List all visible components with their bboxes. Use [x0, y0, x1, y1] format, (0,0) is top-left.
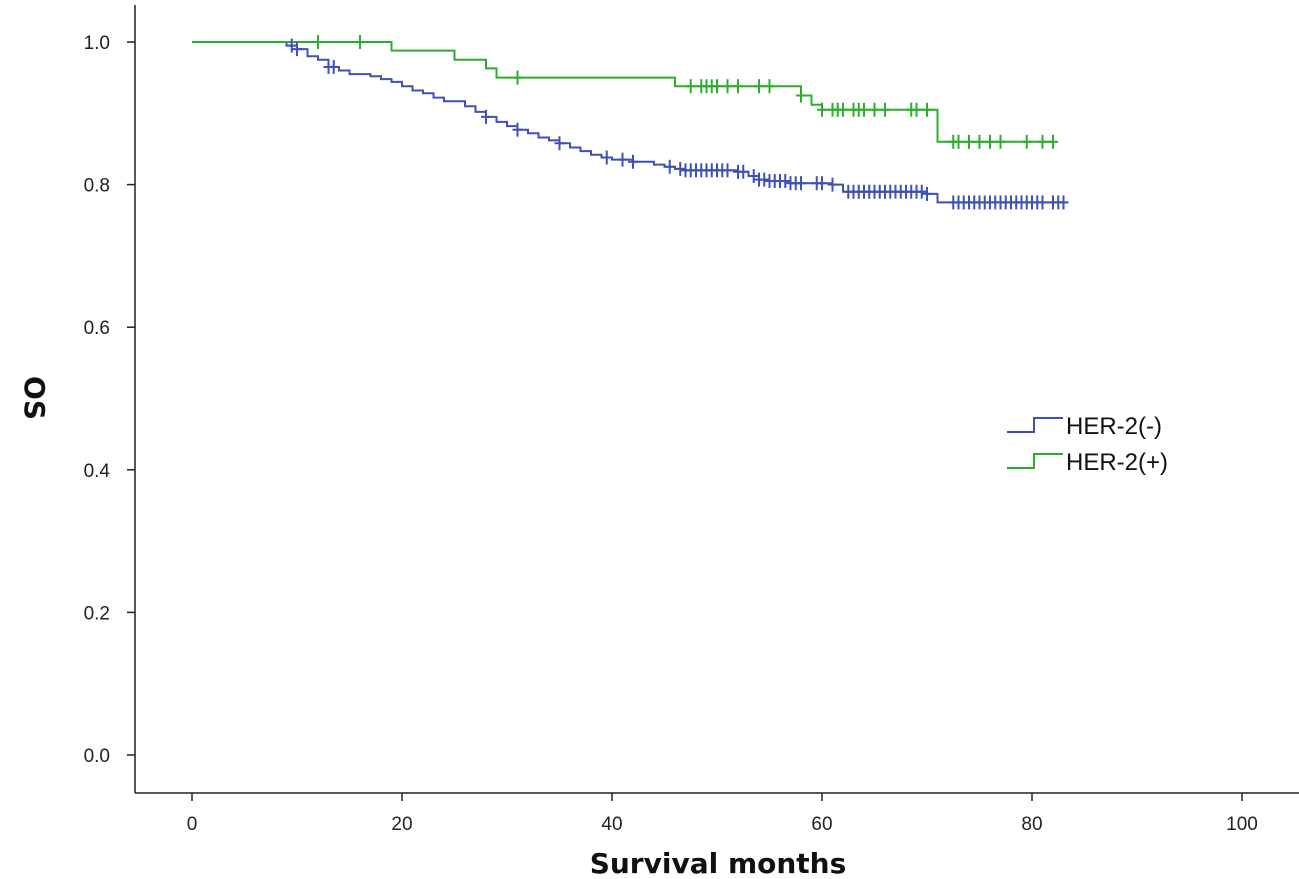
censor-mark-her-2	[953, 134, 964, 149]
censor-mark-her-2	[869, 102, 880, 117]
censor-mark-her-2	[916, 184, 927, 199]
censor-mark-her-2	[481, 109, 491, 124]
censor-mark-her-2	[748, 169, 759, 184]
censor-mark-her-2	[328, 59, 339, 74]
censor-mark-her-2	[1037, 195, 1048, 210]
censor-mark-her-2	[286, 38, 297, 53]
x-tick-label: 0	[187, 814, 198, 835]
censor-mark-her-2	[738, 164, 749, 179]
y-ticks: 0.0 0.2 0.4 0.6 0.8 1.0	[84, 33, 135, 767]
y-tick-label: 0.2	[84, 603, 110, 624]
censor-mark-her-2	[817, 102, 827, 117]
censor-mark-her-2	[722, 163, 733, 178]
x-tick-label: 80	[1021, 814, 1042, 835]
x-tick-label: 100	[1226, 814, 1258, 835]
censor-mark-her-2	[313, 35, 323, 49]
censor-mark-her-2	[796, 88, 806, 103]
censor-mark-her-2	[838, 102, 848, 117]
x-tick-label: 60	[811, 814, 832, 835]
censor-mark-her-2	[617, 152, 628, 167]
censor-mark-her-2	[922, 186, 932, 201]
x-ticks: 0 20 40 60 80 100	[187, 793, 1258, 835]
censor-mark-her-2	[685, 79, 696, 94]
censor-marks	[286, 35, 1069, 210]
censor-mark-her-2	[780, 174, 791, 189]
plot-area: 0 20 40 60 80 100 0.0 0.2 0.4 0.6 0.8 1.0	[84, 5, 1299, 835]
censor-mark-her-2	[712, 79, 722, 94]
censor-mark-her-2	[974, 134, 985, 149]
censor-mark-her-2	[554, 136, 565, 151]
x-tick-label: 20	[391, 814, 412, 835]
censor-mark-her-2	[759, 172, 770, 187]
censor-mark-her-2	[880, 102, 890, 117]
censor-mark-her-2	[754, 79, 764, 94]
legend: HER-2(-) HER-2(+)	[1007, 413, 1168, 476]
legend-label-her-2: HER-2(+)	[1066, 449, 1168, 476]
censor-mark-her-2	[911, 102, 922, 117]
legend-swatch-her-2	[1007, 453, 1063, 469]
censor-mark-her-2	[355, 35, 365, 49]
censor-mark-her-2	[664, 159, 675, 174]
y-tick-label: 0.4	[84, 461, 111, 482]
y-tick-label: 0.8	[84, 176, 110, 197]
censor-mark-her-2	[628, 154, 638, 169]
x-tick-label: 40	[601, 814, 622, 835]
curve-her-2	[192, 41, 1053, 143]
curve-her-2	[192, 41, 1064, 204]
legend-label-her-2: HER-2(-)	[1066, 413, 1162, 440]
censor-mark-her-2	[733, 79, 743, 94]
x-axis-title: Survival months	[590, 847, 847, 879]
censor-mark-her-2	[922, 102, 932, 117]
censor-mark-her-2	[601, 150, 612, 165]
y-tick-label: 0.6	[84, 318, 110, 339]
y-axis-title: OS	[18, 376, 51, 420]
censor-mark-her-2	[796, 176, 806, 191]
censor-mark-her-2	[985, 134, 995, 149]
censor-mark-her-2	[827, 177, 838, 192]
censor-mark-her-2	[1058, 195, 1069, 210]
censor-mark-her-2	[859, 102, 869, 117]
censor-mark-her-2	[995, 134, 1006, 149]
censor-mark-her-2	[1021, 134, 1032, 149]
y-tick-label: 1.0	[84, 33, 110, 54]
censor-mark-her-2	[512, 70, 523, 85]
censor-mark-her-2	[1037, 134, 1048, 149]
censor-mark-her-2	[292, 42, 302, 57]
censor-mark-her-2	[1048, 134, 1058, 149]
censor-mark-her-2	[675, 161, 686, 176]
censor-mark-her-2	[817, 176, 827, 191]
survival-curves	[192, 41, 1064, 204]
legend-swatch-her-2	[1007, 417, 1063, 433]
y-tick-label: 0.0	[84, 746, 110, 767]
censor-mark-her-2	[964, 134, 974, 149]
censor-mark-her-2	[722, 79, 733, 94]
censor-mark-her-2	[764, 79, 775, 94]
censor-mark-her-2	[512, 122, 523, 137]
